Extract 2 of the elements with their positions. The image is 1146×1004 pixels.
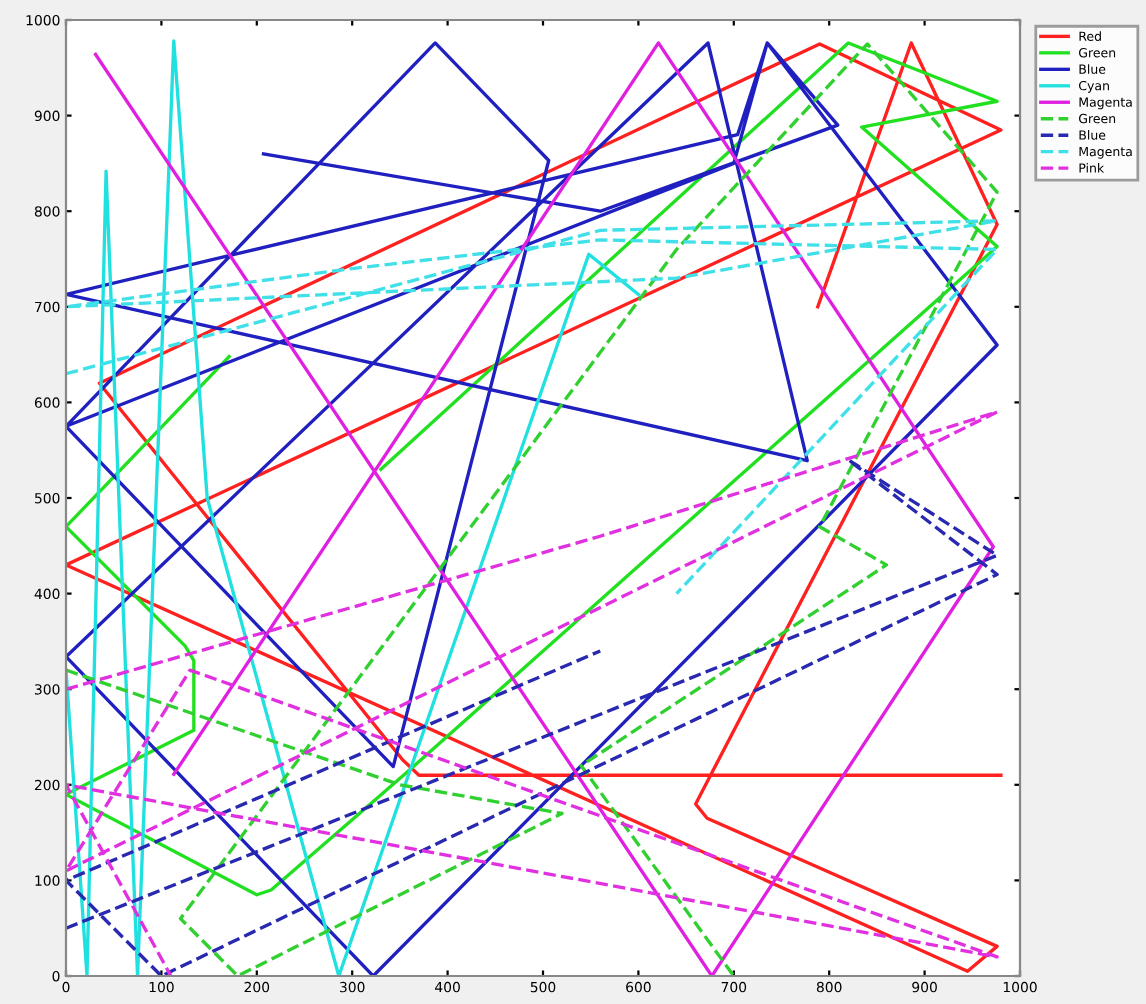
line-series <box>66 39 641 976</box>
line-series <box>66 219 999 596</box>
